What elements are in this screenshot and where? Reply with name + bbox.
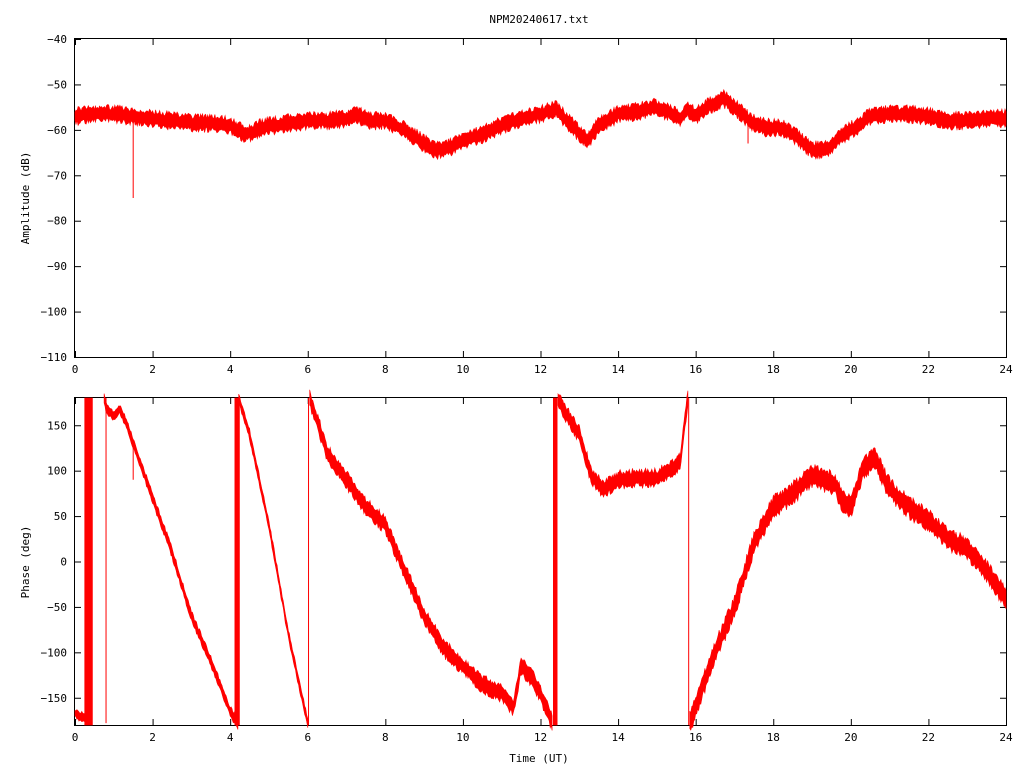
phase-y-tick-label: −50 [47,601,67,614]
phase-series-trace [557,390,689,498]
phase-x-tick-label: 18 [767,731,780,744]
chart-title: NPM20240617.txt [489,13,588,26]
amplitude-y-tick-label: −70 [47,169,67,182]
amplitude-x-tick-label: 0 [72,363,79,376]
phase-y-tick-label: 0 [60,556,67,569]
phase-x-tick-label: 20 [844,731,857,744]
phase-x-tick-label: 12 [534,731,547,744]
amplitude-y-tick-label: −60 [47,124,67,137]
amplitude-y-tick-label: −110 [41,351,68,364]
amplitude-x-tick-label: 16 [689,363,702,376]
phase-x-tick-label: 4 [227,731,234,744]
phase-x-tick-label: 24 [999,731,1013,744]
amplitude-x-tick-label: 2 [149,363,156,376]
phase-x-tick-label: 2 [149,731,156,744]
phase-series-trace [689,447,1007,731]
amplitude-x-tick-label: 24 [999,363,1013,376]
amplitude-x-tick-label: 14 [611,363,625,376]
amplitude-y-tick-label: −90 [47,260,67,273]
amplitude-x-tick-label: 22 [922,363,935,376]
phase-x-tick-label: 6 [304,731,311,744]
amplitude-plot-frame [74,38,1007,358]
amplitude-x-tick-label: 18 [767,363,780,376]
phase-y-tick-label: 100 [47,465,67,478]
amplitude-y-axis-label: Amplitude (dB) [19,152,32,245]
amplitude-x-tick-label: 10 [456,363,469,376]
amplitude-y-tick-label: −50 [47,78,67,91]
amplitude-y-tick-label: −40 [47,33,67,46]
amplitude-x-tick-label: 4 [227,363,234,376]
phase-y-axis-label: Phase (deg) [19,526,32,599]
phase-series-trace [309,389,553,731]
phase-plot-frame [74,397,1007,726]
phase-y-tick-label: −100 [41,646,68,659]
phase-dense-region [84,397,93,726]
phase-x-tick-label: 10 [456,731,469,744]
phase-y-tick-label: −150 [41,692,68,705]
phase-y-tick-label: 50 [54,510,67,523]
amplitude-y-tick-label: −80 [47,215,67,228]
amplitude-panel: 0 2 4 6 8 10 12 14 16 18 20 22 24−40−50−60−70−80−90−… [19,33,1013,376]
amplitude-x-tick-label: 12 [534,363,547,376]
phase-x-tick-label: 8 [382,731,389,744]
amplitude-x-tick-label: 8 [382,363,389,376]
phase-panel: 0 2 4 6 8 10 12 14 16 18 20 22 24150100500−50−100−15… [19,389,1013,765]
amplitude-series-trace [74,88,1007,161]
phase-series-trace [103,393,239,730]
amplitude-x-tick-label: 20 [844,363,857,376]
phase-series-trace [74,709,87,723]
phase-x-tick-label: 14 [611,731,625,744]
phase-series-trace [238,393,309,728]
time-x-axis-label: Time (UT) [509,752,569,765]
phase-x-tick-label: 16 [689,731,702,744]
amplitude-y-tick-label: −100 [41,306,68,319]
phase-dense-region [553,397,558,726]
phase-x-tick-label: 0 [72,731,79,744]
phase-x-tick-label: 22 [922,731,935,744]
phase-dense-region [234,397,240,726]
amplitude-x-tick-label: 6 [304,363,311,376]
phase-y-tick-label: 150 [47,419,67,432]
